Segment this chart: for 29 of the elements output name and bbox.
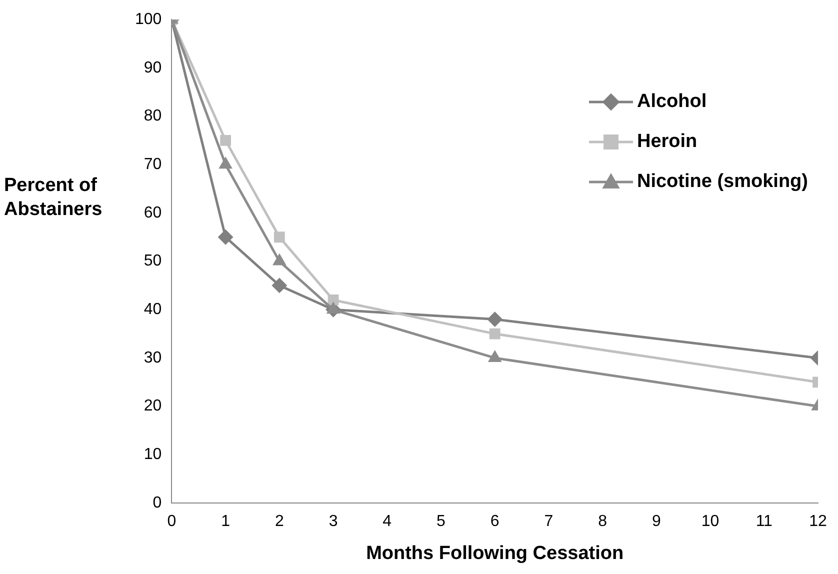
x-tick-label: 4 xyxy=(382,513,392,530)
x-tick-label: 3 xyxy=(328,513,338,530)
legend-label: Nicotine (smoking) xyxy=(636,171,808,193)
x-tick-label: 2 xyxy=(274,513,284,530)
y-tick-label: 50 xyxy=(144,252,162,270)
x-tick-label: 5 xyxy=(436,513,446,530)
y-tick-label: 30 xyxy=(144,349,162,366)
legend-label: Heroin xyxy=(636,131,698,153)
y-tick-label: 10 xyxy=(144,446,162,464)
y-tick-label: 70 xyxy=(144,156,162,174)
y-axis-title: Percent of Abstainers xyxy=(4,174,104,222)
x-tick-label: 8 xyxy=(598,513,608,530)
x-tick-label: 10 xyxy=(701,513,720,530)
x-tick-label: 9 xyxy=(652,513,661,530)
y-tick-label: 90 xyxy=(144,59,162,76)
legend-label: Alcohol xyxy=(636,91,707,113)
x-tick-label: 7 xyxy=(544,513,554,530)
x-tick-label: 12 xyxy=(809,513,827,530)
y-tick-label: 40 xyxy=(144,301,162,318)
x-tick-label: 0 xyxy=(167,513,176,530)
y-tick-label: 0 xyxy=(152,494,162,512)
x-tick-label: 6 xyxy=(490,513,500,530)
x-tick-label: 1 xyxy=(221,513,230,530)
y-tick-label: 100 xyxy=(134,11,162,28)
y-tick-label: 60 xyxy=(144,204,162,222)
y-tick-label: 20 xyxy=(144,398,162,415)
x-axis-title: Months Following Cessation xyxy=(366,542,624,564)
x-tick-label: 11 xyxy=(756,513,773,530)
y-tick-label: 80 xyxy=(144,108,162,125)
